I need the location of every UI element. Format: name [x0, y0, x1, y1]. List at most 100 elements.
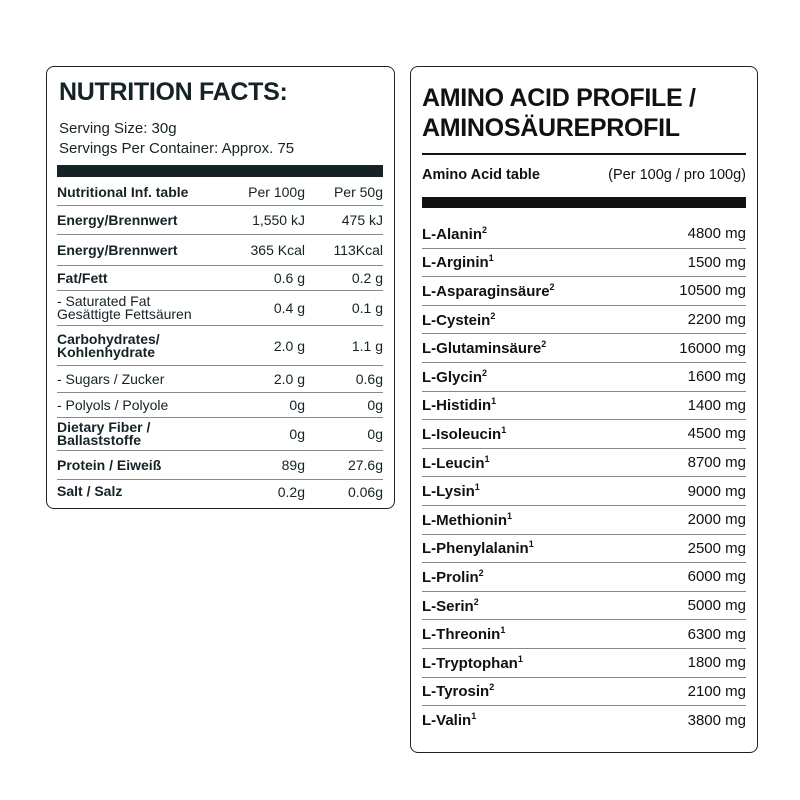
nutrient-name-line2: Ballaststoffe: [57, 432, 142, 448]
amino-name-text: L-Serin: [422, 597, 474, 615]
footnote-marker: 1: [517, 653, 523, 664]
servings-per-container: Servings Per Container: Approx. 75: [59, 140, 295, 157]
amino-row: L-Prolin2 6000 mg: [422, 563, 746, 592]
value-per100: 365 Kcal: [250, 242, 305, 258]
value-per100: 0.4 g: [273, 300, 305, 316]
amino-row: L-Phenylalanin1 2500 mg: [422, 535, 746, 564]
value-per50: 0.2 g: [351, 270, 383, 286]
amino-name-text: L-Alanin: [422, 225, 482, 243]
value-per100: 0.2g: [277, 483, 305, 500]
nutrient-name: Protein / Eiweiß: [57, 458, 220, 472]
amino-row: L-Tyrosin2 2100 mg: [422, 678, 746, 707]
amino-table: L-Alanin2 4800 mg L-Arginin1 1500 mg L-Aspar…: [422, 220, 746, 735]
footnote-marker: 1: [528, 539, 534, 550]
nutrient-name: Fat/Fett: [57, 269, 220, 286]
amino-value: 2500 mg: [687, 539, 746, 557]
amino-value: 2200 mg: [687, 311, 746, 329]
amino-row: L-Leucin1 8700 mg: [422, 449, 746, 478]
value-per100: 2.0 g: [273, 371, 305, 387]
amino-value: 5000 mg: [687, 597, 746, 615]
amino-name-text: L-Lysin: [422, 483, 475, 501]
footnote-marker: 1: [506, 510, 512, 521]
footnote-marker: 1: [474, 482, 480, 493]
value-per100: 89g: [281, 457, 305, 473]
amino-row: L-Threonin1 6300 mg: [422, 620, 746, 649]
value-per100: 0g: [289, 426, 305, 442]
amino-row: L-Glutaminsäure2 16000 mg: [422, 334, 746, 363]
amino-name-text: L-Tryptophan: [422, 654, 518, 672]
amino-name: L-Glycin2: [422, 368, 487, 386]
nutrient-name-line2: Kohlenhydrate: [57, 343, 156, 360]
table-row: Energy/Brennwert 365 Kcal 113Kcal: [57, 235, 383, 266]
footnote-marker: 2: [489, 682, 495, 693]
footnote-marker: 1: [488, 253, 494, 264]
amino-name: L-Valin1: [422, 711, 476, 729]
amino-name-text: L-Valin: [422, 712, 472, 730]
nutrient-name-line: - Saturated Fat: [57, 293, 151, 309]
amino-name: L-Glutaminsäure2: [422, 339, 546, 357]
amino-row: L-Alanin2 4800 mg: [422, 220, 746, 249]
amino-name-text: L-Glycin: [422, 368, 483, 386]
amino-name: L-Tryptophan1: [422, 654, 523, 672]
amino-name-text: L-Leucin: [422, 454, 485, 472]
table-header: Nutritional Inf. table Per 100g Per 50g: [57, 179, 383, 206]
header-label: Nutritional Inf. table: [57, 183, 189, 200]
divider-bar: [422, 197, 746, 208]
footnote-marker: 1: [484, 453, 490, 464]
header-per100: Per 100g: [248, 184, 305, 200]
footnote-marker: 1: [491, 396, 497, 407]
amino-value: 1500 mg: [687, 253, 746, 271]
amino-name-text: L-Cystein: [422, 311, 491, 329]
amino-row: L-Asparaginsäure2 10500 mg: [422, 277, 746, 306]
nutrient-name-line: Fat/Fett: [57, 269, 108, 286]
amino-subheader: Amino Acid table (Per 100g / pro 100g): [422, 167, 746, 183]
amino-row: L-Histidin1 1400 mg: [422, 392, 746, 421]
amino-name: L-Tyrosin2: [422, 682, 494, 700]
amino-value: 1800 mg: [687, 654, 746, 672]
value-per50: 0.1 g: [351, 300, 383, 316]
nutrient-name-line: Carbohydrates/: [57, 330, 160, 347]
amino-value: 3800 mg: [687, 711, 746, 729]
table-row: - Saturated Fat Gesättigte Fettsäuren 0.4 …: [57, 291, 383, 326]
amino-row: L-Cystein2 2200 mg: [422, 306, 746, 335]
nutrient-name-line: Salt / Salz: [57, 483, 123, 499]
nutrient-name-line: Dietary Fiber /: [57, 419, 151, 435]
footnote-marker: 2: [490, 310, 496, 321]
header-per50: Per 50g: [333, 184, 383, 200]
amino-name: L-Isoleucin1: [422, 425, 506, 443]
amino-name: L-Alanin2: [422, 225, 487, 243]
amino-value: 16000 mg: [679, 339, 746, 357]
amino-name-text: L-Histidin: [422, 397, 492, 415]
value-per50: 1.1 g: [351, 337, 383, 354]
amino-name: L-Serin2: [422, 597, 479, 615]
amino-value: 6300 mg: [687, 625, 746, 643]
table-row: - Polyols / Polyole 0g 0g: [57, 393, 383, 418]
footnote-marker: 2: [473, 596, 479, 607]
amino-name-text: L-Tyrosin: [422, 683, 490, 701]
divider-line: [422, 153, 746, 155]
amino-row: L-Arginin1 1500 mg: [422, 249, 746, 278]
value-per100: 2.0 g: [273, 337, 305, 354]
amino-acid-panel: AMINO ACID PROFILE / AMINOSÄUREPROFIL Am…: [410, 66, 758, 753]
amino-name: L-Phenylalanin1: [422, 539, 534, 557]
amino-name-text: L-Prolin: [422, 568, 479, 586]
nutrition-facts-panel: NUTRITION FACTS: Serving Size: 30g Servi…: [46, 66, 395, 509]
amino-row: L-Glycin2 1600 mg: [422, 363, 746, 392]
value-per100: 0.6 g: [273, 270, 305, 286]
value-per50: 0g: [367, 426, 383, 442]
amino-name-text: L-Asparaginsäure: [422, 282, 550, 300]
amino-name-text: L-Glutaminsäure: [422, 340, 542, 358]
footnote-marker: 1: [471, 711, 477, 722]
amino-name-text: L-Threonin: [422, 626, 501, 644]
nutrient-name-line: - Polyols / Polyole: [57, 396, 169, 413]
table-row: Dietary Fiber / Ballaststoffe 0g 0g: [57, 418, 383, 451]
amino-name: L-Arginin1: [422, 253, 494, 271]
table-row: Carbohydrates/Kohlenhydrate 2.0 g 1.1 g: [57, 326, 383, 366]
nutrient-name: Carbohydrates/Kohlenhydrate: [57, 330, 220, 360]
table-row: - Sugars / Zucker 2.0 g 0.6g: [57, 366, 383, 393]
footnote-marker: 2: [541, 339, 547, 350]
nutrition-title: NUTRITION FACTS:: [59, 78, 288, 106]
amino-table-label: Amino Acid table: [422, 167, 540, 183]
footnote-marker: 2: [478, 567, 484, 578]
amino-name-text: L-Isoleucin: [422, 425, 502, 443]
